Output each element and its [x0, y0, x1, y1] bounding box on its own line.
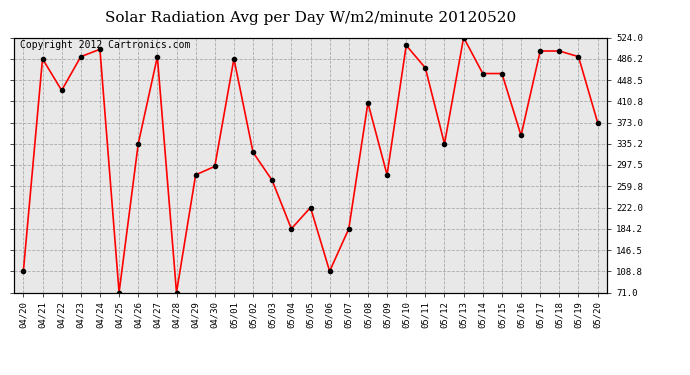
Text: Solar Radiation Avg per Day W/m2/minute 20120520: Solar Radiation Avg per Day W/m2/minute … [105, 11, 516, 25]
Text: Copyright 2012 Cartronics.com: Copyright 2012 Cartronics.com [20, 40, 190, 50]
